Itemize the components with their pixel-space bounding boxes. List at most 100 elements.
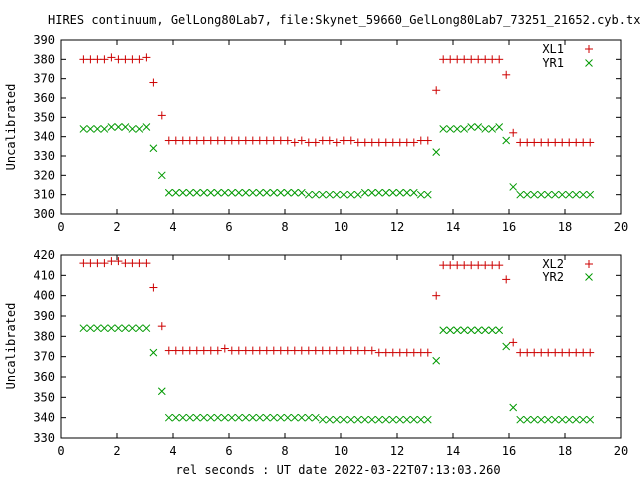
data-point-yr1-37	[339, 190, 348, 199]
data-point-xl2-10	[149, 283, 158, 292]
data-point-yr2-15	[185, 413, 194, 422]
y-tick-label-bottom-9: 420	[33, 248, 55, 262]
data-point-yr1-53	[453, 125, 462, 133]
data-point-yr2-48	[416, 415, 425, 424]
data-point-xl2-61	[509, 338, 518, 347]
data-point-xl2-30	[290, 346, 299, 355]
data-point-yr2-6	[121, 324, 130, 333]
marks-top	[79, 53, 595, 199]
data-point-yr1-42	[374, 188, 383, 197]
data-point-yr2-28	[276, 413, 285, 422]
data-point-xl1-47	[409, 138, 418, 147]
data-point-xl1-30	[290, 138, 299, 147]
data-point-xl2-17	[199, 346, 208, 355]
data-point-xl1-66	[544, 138, 553, 147]
data-point-xl2-9	[142, 259, 151, 268]
y-tick-label-bottom-4: 370	[33, 350, 55, 364]
data-point-yr1-30	[290, 188, 299, 197]
data-point-xl2-12	[164, 346, 173, 355]
data-point-xl1-49	[423, 136, 432, 145]
data-point-yr1-38	[346, 190, 355, 199]
data-point-yr1-47	[409, 188, 418, 197]
data-point-xl2-24	[248, 346, 257, 355]
data-point-yr1-12	[164, 188, 173, 197]
data-point-yr2-51	[439, 326, 448, 335]
data-point-xl2-65	[537, 348, 546, 357]
legend-marker-xl1	[585, 45, 593, 53]
x-tick-label-top-2: 4	[169, 220, 176, 234]
data-point-xl2-32	[304, 346, 313, 355]
x-tick-label-top-1: 2	[113, 220, 120, 234]
data-point-yr1-48	[416, 190, 425, 199]
data-point-yr2-33	[311, 413, 320, 422]
data-point-xl1-59	[495, 55, 504, 64]
x-tick-label-top-9: 18	[558, 220, 572, 234]
data-point-yr1-8	[135, 125, 144, 133]
data-point-xl2-28	[276, 346, 285, 355]
data-point-yr2-36	[332, 415, 341, 424]
data-point-yr2-30	[290, 413, 299, 422]
data-point-xl2-62	[516, 348, 525, 357]
data-point-yr1-60	[502, 136, 511, 145]
data-point-xl1-58	[488, 55, 497, 64]
data-point-yr2-57	[481, 326, 490, 335]
data-point-yr2-71	[579, 415, 588, 424]
data-point-yr2-24	[248, 413, 257, 422]
data-point-xl1-19	[213, 136, 222, 145]
data-point-yr2-65	[537, 415, 546, 424]
legend-label-yr1: YR1	[542, 56, 564, 70]
data-point-yr2-23	[241, 413, 250, 422]
data-point-yr1-52	[446, 125, 455, 133]
data-point-xl2-64	[530, 348, 539, 357]
data-point-yr2-46	[402, 415, 411, 424]
data-point-yr1-45	[395, 188, 404, 197]
data-point-yr1-28	[276, 188, 285, 197]
data-point-xl2-20	[220, 344, 229, 353]
data-point-yr2-22	[234, 413, 243, 422]
data-point-yr2-56	[474, 326, 483, 335]
data-point-yr2-68	[558, 415, 567, 424]
data-point-xl1-20	[220, 136, 229, 145]
data-point-xl2-41	[367, 346, 376, 355]
legend-top: XL1 YR1	[542, 42, 593, 70]
data-point-xl1-9	[142, 53, 151, 62]
data-point-xl1-65	[537, 138, 546, 147]
data-point-yr2-18	[206, 413, 215, 422]
data-point-xl1-27	[269, 136, 278, 145]
data-point-yr2-17	[199, 413, 208, 422]
data-point-yr1-31	[297, 188, 306, 197]
data-point-yr2-14	[178, 413, 187, 422]
data-point-xl1-38	[346, 136, 355, 145]
data-point-xl1-25	[255, 136, 264, 145]
data-point-xl1-36	[332, 138, 341, 147]
data-point-xl2-27	[269, 346, 278, 355]
data-point-xl2-35	[325, 346, 334, 355]
data-point-xl1-1	[86, 55, 95, 64]
ticks-bottom: 0 2 4 6 8 10 12 14 16 18 20 330 340 350 360 370 380 390 40…	[33, 248, 628, 458]
data-point-xl1-18	[206, 136, 215, 145]
data-point-yr1-43	[381, 188, 390, 197]
x-tick-label-bottom-9: 18	[558, 444, 572, 458]
data-point-yr2-60	[502, 342, 511, 351]
data-point-xl2-56	[474, 261, 483, 270]
data-point-xl1-6	[121, 55, 130, 64]
y-tick-label-bottom-1: 340	[33, 411, 55, 425]
data-point-xl1-40	[360, 138, 369, 147]
data-point-xl2-14	[178, 346, 187, 355]
y-tick-label-top-3: 330	[33, 149, 55, 163]
data-point-xl2-11	[157, 322, 166, 331]
data-point-xl2-45	[395, 348, 404, 357]
data-point-xl2-18	[206, 346, 215, 355]
data-point-xl1-41	[367, 138, 376, 147]
data-point-yr1-68	[558, 190, 567, 199]
data-point-yr1-19	[213, 188, 222, 197]
data-point-xl1-33	[311, 138, 320, 147]
data-point-xl2-21	[227, 346, 236, 355]
data-point-xl2-36	[332, 346, 341, 355]
data-point-xl2-46	[402, 348, 411, 357]
data-point-xl1-26	[262, 136, 271, 145]
data-point-xl2-44	[388, 348, 397, 357]
data-point-yr1-49	[423, 190, 432, 199]
data-point-yr2-19	[213, 413, 222, 422]
data-point-yr1-20	[220, 188, 229, 197]
